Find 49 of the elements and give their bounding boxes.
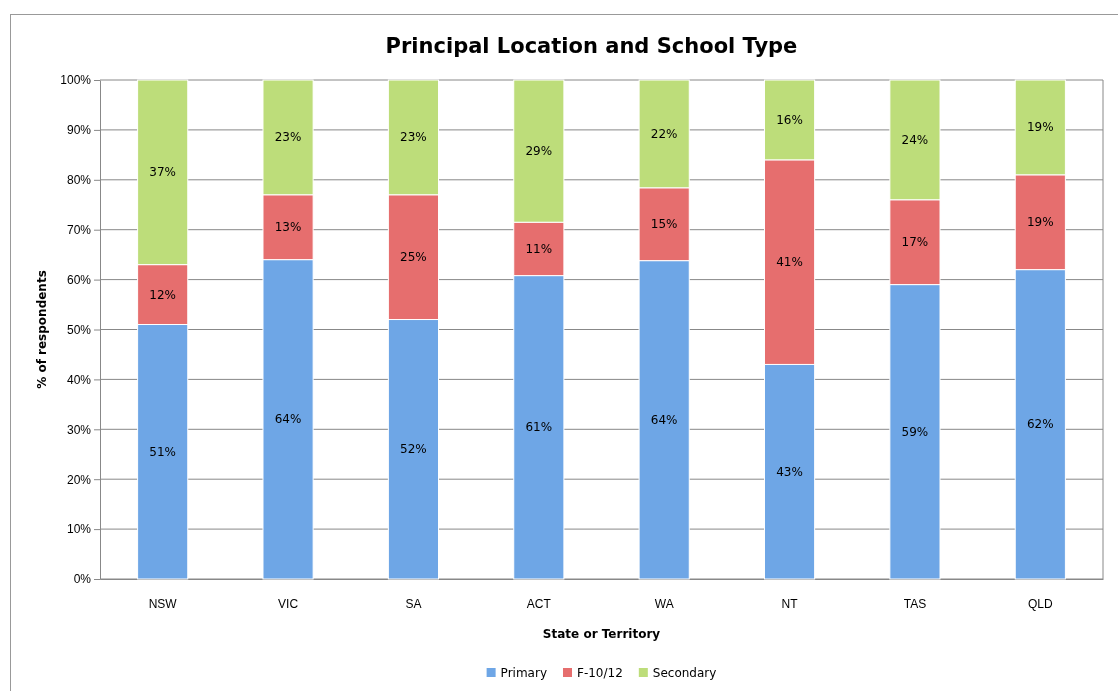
data-label: 24% [901, 132, 929, 147]
y-tick-label: 10% [66, 522, 92, 537]
data-label: 37% [149, 165, 177, 180]
y-axis-title: % of respondents [35, 270, 49, 389]
data-label: 23% [400, 130, 427, 145]
y-tick-label: 30% [66, 422, 92, 437]
data-label: 16% [776, 112, 803, 127]
data-label: 13% [274, 220, 302, 235]
x-tick-label: WA [654, 596, 674, 611]
x-tick-label: NT [781, 596, 799, 611]
data-label: 61% [525, 420, 553, 435]
data-label: 29% [525, 144, 553, 159]
y-tick-label: 90% [66, 123, 92, 138]
data-label: 15% [650, 217, 678, 232]
legend-label: Primary [500, 666, 547, 680]
legend-label: F-10/12 [576, 666, 623, 680]
data-label: 19% [1026, 120, 1054, 135]
data-label: 22% [650, 126, 678, 141]
y-tick-label: 100% [60, 73, 92, 88]
chart-title: Principal Location and School Type [385, 34, 798, 58]
y-tick-label: 40% [66, 372, 92, 387]
data-label: 43% [776, 464, 803, 479]
x-tick-label: TAS [903, 596, 927, 611]
y-tick-label: 20% [66, 472, 92, 487]
data-label: 59% [901, 424, 929, 439]
x-tick-label: NSW [148, 596, 178, 611]
data-label: 51% [149, 444, 177, 459]
data-label: 11% [525, 241, 553, 256]
data-label: 19% [1026, 215, 1054, 230]
legend-label: Secondary [652, 666, 717, 680]
data-label: 64% [274, 412, 302, 427]
data-label: 62% [1026, 417, 1054, 432]
y-tick-label: 80% [66, 173, 92, 188]
x-tick-label: ACT [526, 596, 552, 611]
x-tick-label: SA [405, 596, 422, 611]
x-axis-title: State or Territory [542, 627, 661, 641]
x-tick-label: QLD [1027, 596, 1053, 611]
x-tick-label: VIC [278, 596, 299, 611]
y-tick-label: 70% [66, 223, 92, 238]
y-tick-label: 50% [66, 322, 92, 337]
data-label: 17% [901, 235, 929, 250]
data-label: 52% [400, 442, 427, 457]
y-tick-label: 60% [66, 272, 92, 287]
data-label: 41% [776, 255, 803, 270]
data-label: 64% [650, 412, 678, 427]
data-label: 23% [274, 130, 302, 145]
y-tick-label: 0% [73, 572, 92, 587]
data-label: 25% [400, 250, 427, 265]
data-label: 12% [149, 287, 177, 302]
